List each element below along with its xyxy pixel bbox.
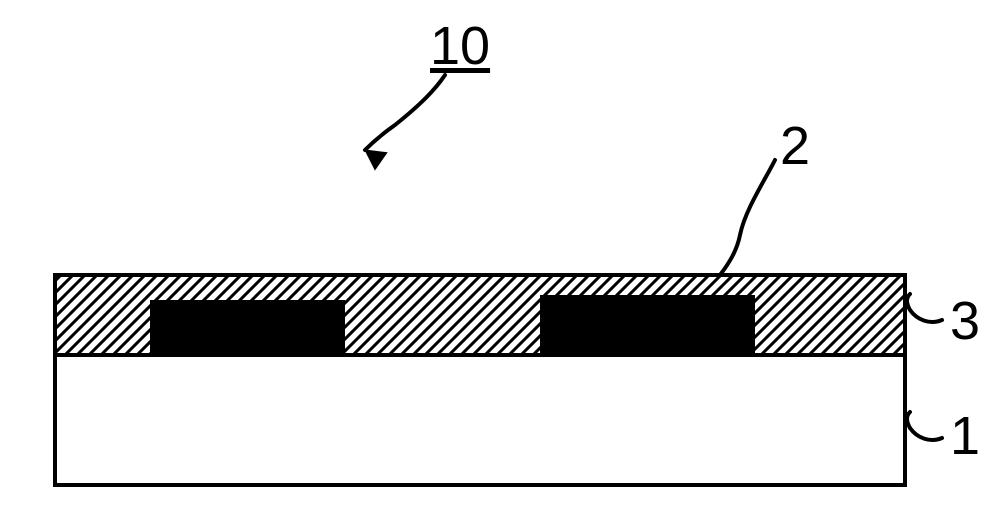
label2-leader [720, 160, 775, 275]
label3-leader [907, 294, 942, 322]
label1-leader [907, 412, 942, 440]
substrate-label: 1 [950, 405, 980, 467]
hatched-layer-label: 3 [950, 290, 980, 352]
diagram-stage: 10 2 3 1 [0, 0, 1000, 514]
diagram-svg [0, 0, 1000, 514]
assembly-label: 10 [430, 15, 490, 77]
assembly-leader-curve [365, 75, 445, 150]
layer-top-label: 2 [780, 115, 810, 177]
assembly-leader-arrowhead [365, 150, 387, 170]
embedded-block-right [540, 295, 755, 353]
embedded-block-left [150, 300, 345, 355]
